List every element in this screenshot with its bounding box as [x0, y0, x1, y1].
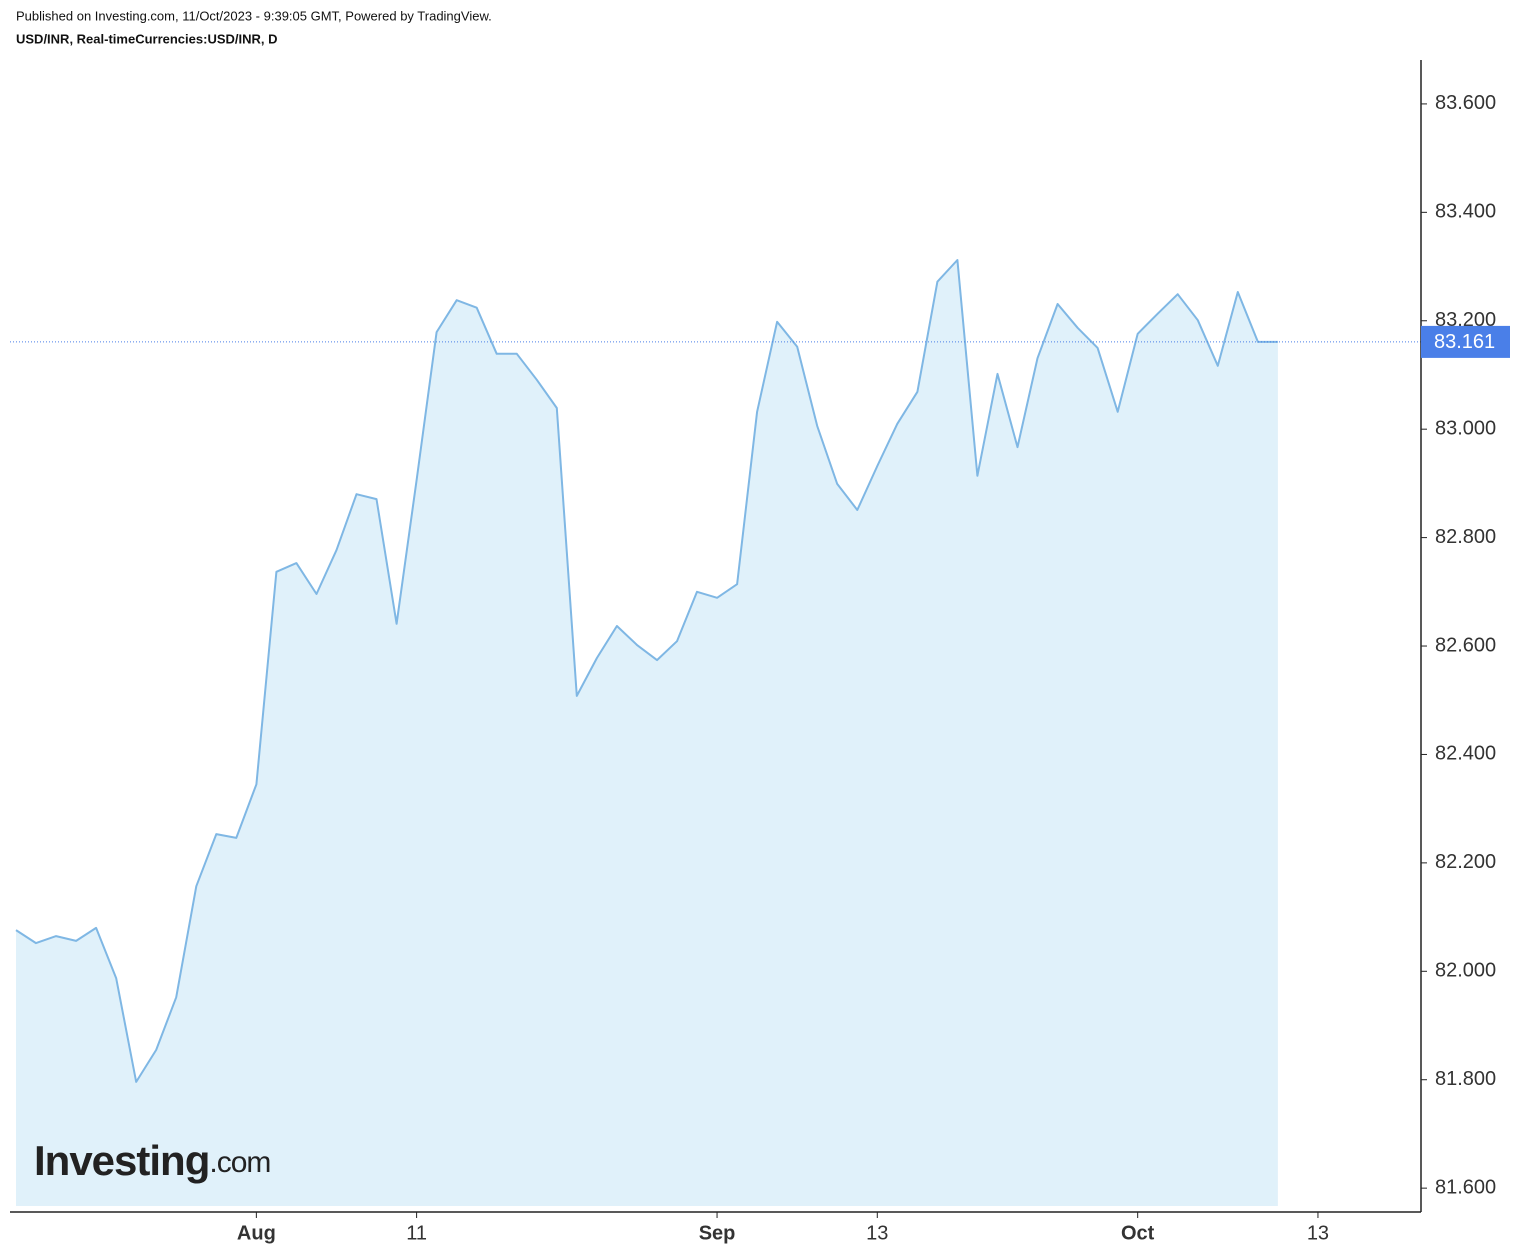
x-tick-label: Aug [237, 1222, 276, 1244]
symbol-title: USD/INR, Real-timeCurrencies:USD/INR, D [16, 31, 278, 46]
y-tick-label: 83.600 [1435, 92, 1496, 114]
y-tick-label: 81.600 [1435, 1176, 1496, 1198]
y-tick-label: 82.600 [1435, 634, 1496, 656]
y-tick-label: 83.400 [1435, 201, 1496, 223]
area-fill [16, 260, 1278, 1206]
y-tick-label: 83.000 [1435, 417, 1496, 439]
logo-brand: Investing [34, 1137, 209, 1184]
x-tick-label: Oct [1121, 1222, 1155, 1244]
y-tick-label: 83.200 [1435, 309, 1496, 331]
last-price-label: 83.161 [1434, 331, 1495, 353]
x-tick-label: 11 [406, 1222, 427, 1244]
logo: Investing.com [34, 1137, 270, 1184]
y-tick-label: 82.200 [1435, 851, 1496, 873]
logo-suffix: .com [209, 1146, 270, 1179]
x-tick-label: 13 [866, 1222, 888, 1244]
x-tick-label: 13 [1307, 1222, 1329, 1244]
price-line [15, 259, 1278, 1083]
y-tick-label: 82.800 [1435, 526, 1496, 548]
last-price-box [1421, 325, 1510, 358]
y-tick-label: 82.000 [1435, 960, 1496, 982]
x-tick-label: Sep [699, 1222, 736, 1244]
y-tick-label: 82.400 [1435, 743, 1496, 765]
plot-area [10, 259, 1421, 1206]
y-tick-label: 81.800 [1435, 1068, 1496, 1090]
published-note: Published on Investing.com, 11/Oct/2023 … [16, 8, 492, 23]
